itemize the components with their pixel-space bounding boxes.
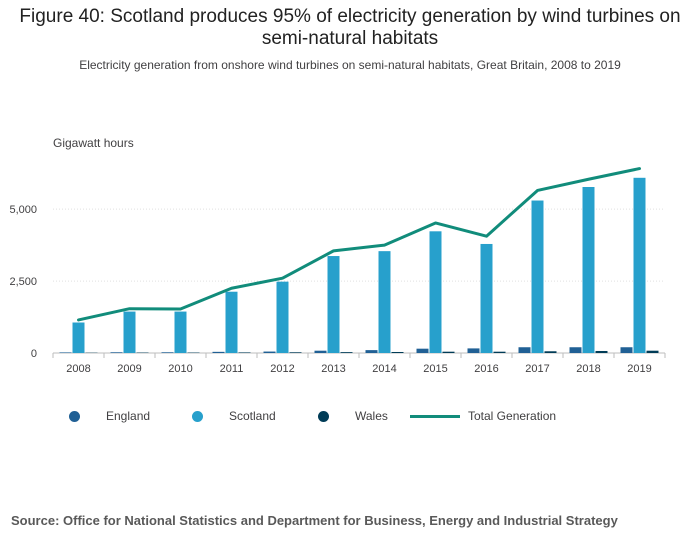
bar-scotland [633, 177, 646, 353]
bar-scotland [582, 187, 595, 353]
legend-swatch-wales [318, 410, 329, 422]
bar-wales [646, 350, 659, 353]
x-tick-label: 2010 [168, 363, 192, 375]
x-tick-label: 2012 [270, 363, 294, 375]
x-tick-label: 2018 [576, 363, 600, 375]
bar-england [569, 347, 582, 353]
x-tick-label: 2008 [66, 363, 90, 375]
chart-plot: Gigawatt hours 0 2,500 5,000 2008 2009 2010 201… [9, 136, 666, 375]
bar-scotland [276, 281, 289, 353]
bar-wales [340, 352, 353, 353]
x-tick-label: 2011 [220, 363, 244, 375]
x-tick-label: 2015 [423, 363, 447, 375]
legend-item-scotland[interactable]: Scotland [192, 405, 276, 427]
legend-swatch-england [69, 410, 80, 422]
bar-wales [493, 351, 506, 353]
bar-scotland [174, 311, 187, 353]
bar-scotland [429, 231, 442, 353]
bar-wales [289, 352, 302, 353]
x-tick-label: 2017 [525, 363, 549, 375]
x-tick-label: 2016 [474, 363, 498, 375]
bar-scotland [378, 251, 391, 353]
bar-england [263, 351, 276, 353]
bar-england [161, 352, 174, 353]
bar-england [212, 351, 225, 353]
bar-england [416, 348, 429, 353]
chart-legend: England Scotland Wales Total Generation [0, 405, 700, 429]
bar-england [59, 352, 72, 353]
bar-wales [442, 351, 455, 353]
bar-scotland [225, 291, 238, 353]
chart-title: Figure 40: Scotland produces 95% of elec… [19, 6, 681, 49]
x-tick-label: 2013 [321, 363, 345, 375]
bar-scotland [123, 311, 136, 353]
line-total-generation [77, 167, 641, 322]
y-tick-label: 2,500 [9, 276, 37, 288]
legend-swatch-scotland [192, 410, 203, 422]
legend-swatch-total-generation [410, 414, 460, 418]
legend-label-scotland: Scotland [229, 409, 276, 423]
legend-label-total-generation: Total Generation [468, 409, 557, 423]
legend-label-wales: Wales [355, 409, 388, 423]
bar-wales [391, 351, 404, 353]
bar-england [314, 350, 327, 353]
bar-wales [544, 351, 557, 353]
bar-england [365, 350, 378, 353]
y-axis-title: Gigawatt hours [53, 136, 134, 150]
x-tick-label: 2014 [372, 363, 396, 375]
x-tick-label: 2019 [627, 363, 651, 375]
bar-wales [238, 352, 251, 353]
bar-wales [595, 350, 608, 353]
legend-item-total-generation[interactable]: Total Generation [410, 405, 556, 427]
legend-label-england: England [106, 409, 151, 423]
chart-subtitle: Electricity generation from onshore wind… [79, 58, 621, 72]
bar-scotland [72, 322, 85, 353]
x-tick-label: 2009 [117, 363, 141, 375]
bar-england [518, 347, 531, 353]
bar-england [110, 352, 123, 353]
bar-england [467, 348, 480, 353]
y-tick-label: 5,000 [9, 204, 37, 216]
bar-england [620, 347, 633, 353]
legend-item-england[interactable]: England [69, 405, 150, 427]
bar-scotland [531, 200, 544, 353]
legend-item-wales[interactable]: Wales [318, 405, 388, 427]
source-note: Source: Office for National Statistics a… [11, 513, 618, 528]
bar-scotland [480, 243, 493, 353]
bar-scotland [327, 256, 340, 353]
y-tick-label: 0 [31, 348, 37, 360]
